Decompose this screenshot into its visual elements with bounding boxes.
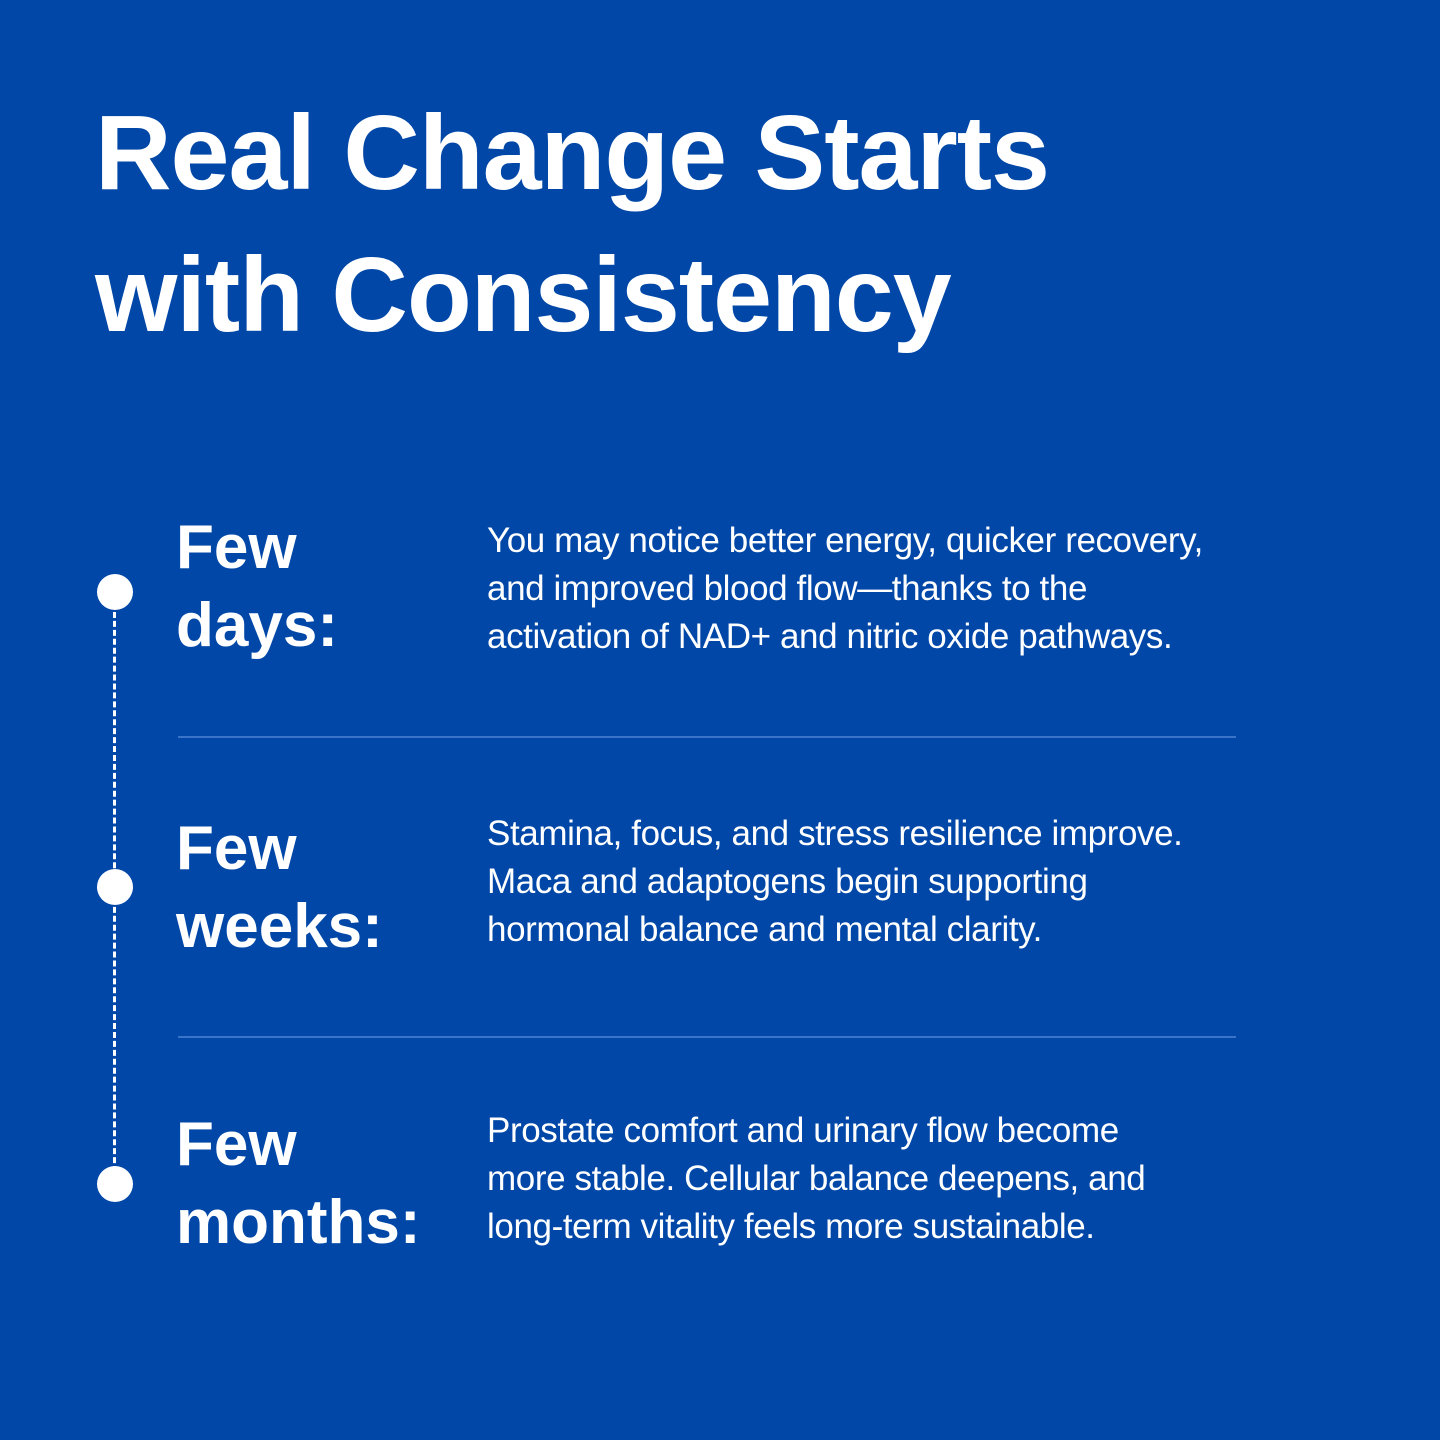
timeline-dot-icon xyxy=(97,574,133,610)
desc-line: You may notice better energy, quicker re… xyxy=(487,521,1203,560)
desc-line: activation of NAD+ and nitric oxide path… xyxy=(487,617,1173,656)
label-line: days: xyxy=(176,591,338,660)
timeline-dot-icon xyxy=(97,1166,133,1202)
desc-line: hormonal balance and mental clarity. xyxy=(487,910,1042,949)
label-line: Few xyxy=(176,513,297,582)
desc-line: Maca and adaptogens begin supporting xyxy=(487,862,1088,901)
label-line: Few xyxy=(176,814,297,883)
title-line-1: Real Change Starts xyxy=(95,94,1050,212)
timeline-label-days: Few days: xyxy=(176,509,338,665)
divider xyxy=(178,1036,1236,1038)
label-line: Few xyxy=(176,1110,297,1179)
timeline-desc-days: You may notice better energy, quicker re… xyxy=(487,517,1367,661)
divider xyxy=(178,736,1236,738)
desc-line: Stamina, focus, and stress resilience im… xyxy=(487,814,1183,853)
label-line: weeks: xyxy=(176,892,383,961)
desc-line: long-term vitality feels more sustainabl… xyxy=(487,1207,1095,1246)
timeline-desc-weeks: Stamina, focus, and stress resilience im… xyxy=(487,810,1367,954)
page-title: Real Change Starts with Consistency xyxy=(95,82,1050,366)
timeline-label-months: Few months: xyxy=(176,1106,421,1262)
desc-line: Prostate comfort and urinary flow become xyxy=(487,1111,1119,1150)
title-line-2: with Consistency xyxy=(95,236,952,354)
label-line: months: xyxy=(176,1188,421,1257)
desc-line: more stable. Cellular balance deepens, a… xyxy=(487,1159,1146,1198)
desc-line: and improved blood flow—thanks to the xyxy=(487,569,1088,608)
timeline-label-weeks: Few weeks: xyxy=(176,810,383,966)
timeline-dot-icon xyxy=(97,869,133,905)
timeline-desc-months: Prostate comfort and urinary flow become… xyxy=(487,1107,1367,1251)
